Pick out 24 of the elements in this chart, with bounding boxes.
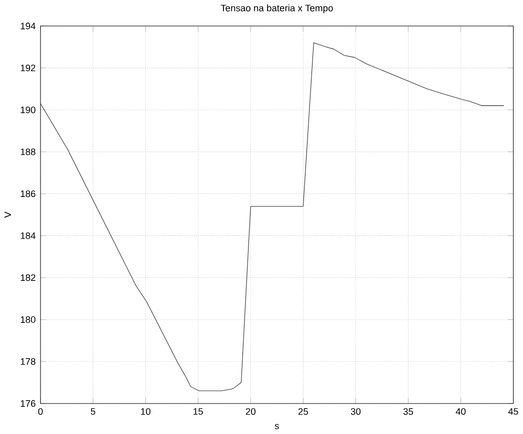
y-tick-label: 176: [20, 400, 36, 407]
chart-title: Tensao na bateria x Tempo: [220, 4, 333, 14]
y-tick-label: 178: [20, 358, 36, 366]
x-tick-label: 40: [456, 408, 466, 416]
y-tick-label: 182: [20, 274, 36, 282]
y-tick-label: 186: [20, 190, 36, 198]
y-tick-label: 184: [20, 232, 36, 240]
x-axis-title: s: [274, 424, 279, 430]
y-tick-label: 180: [20, 316, 36, 324]
x-tick-label: 5: [90, 408, 96, 415]
x-tick-label: 0: [38, 408, 43, 416]
x-tick-label: 15: [194, 408, 203, 415]
x-tick-label: 35: [403, 408, 414, 416]
x-tick-label: 10: [141, 408, 150, 416]
x-tick-label: 20: [246, 408, 256, 416]
y-axis-title: V: [4, 212, 11, 218]
x-tick-label: 45: [508, 408, 518, 415]
y-tick-label: 194: [20, 22, 36, 30]
x-tick-label: 25: [298, 408, 308, 416]
x-tick-label: 30: [350, 408, 361, 416]
y-tick-label: 188: [20, 148, 36, 156]
line-series: [40, 42, 504, 392]
y-tick-label: 192: [20, 64, 36, 72]
y-tick-label: 190: [20, 106, 36, 114]
